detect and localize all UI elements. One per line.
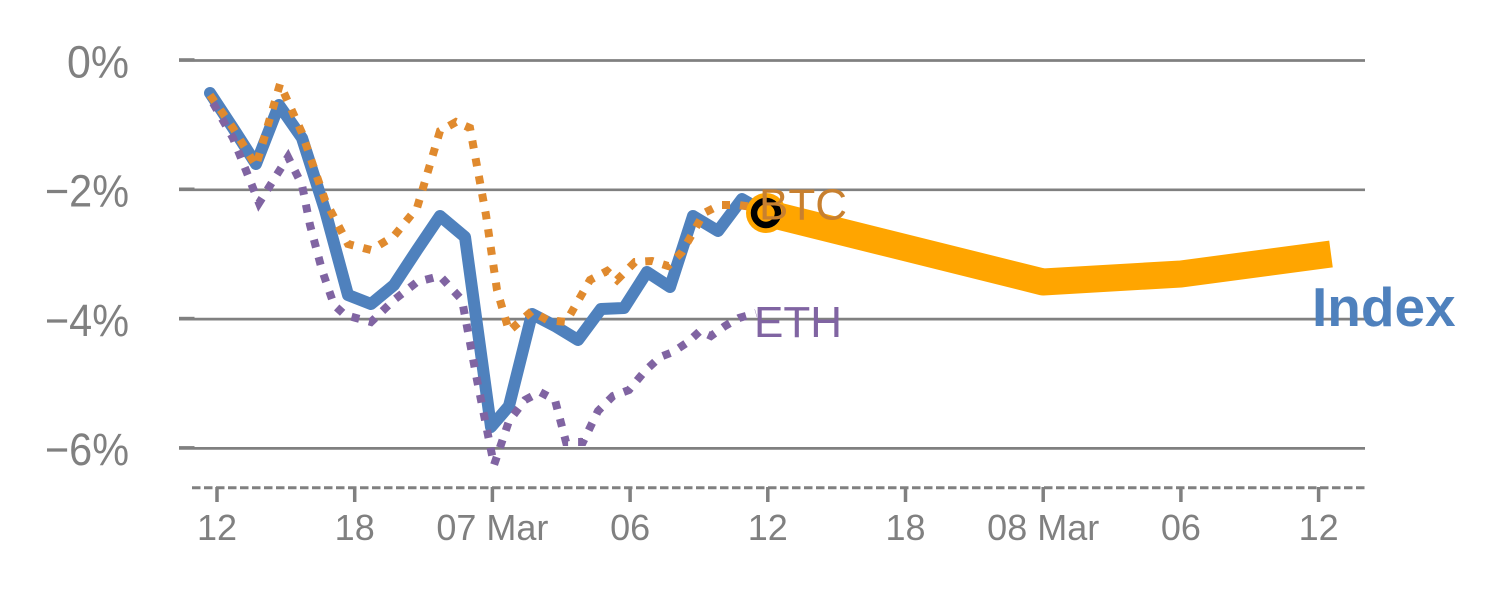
svg-text:06: 06 — [1161, 507, 1201, 548]
svg-text:18: 18 — [335, 507, 375, 548]
svg-text:12: 12 — [748, 507, 788, 548]
svg-text:−6%: −6% — [45, 424, 129, 475]
svg-text:08 Mar: 08 Mar — [987, 507, 1099, 548]
svg-text:−2%: −2% — [45, 166, 129, 217]
svg-text:06: 06 — [610, 507, 650, 548]
svg-text:Index: Index — [1312, 276, 1456, 338]
svg-text:12: 12 — [1299, 507, 1339, 548]
svg-text:07 Mar: 07 Mar — [436, 507, 548, 548]
svg-text:0%: 0% — [67, 36, 129, 87]
svg-text:ETH: ETH — [754, 298, 842, 347]
svg-text:18: 18 — [885, 507, 925, 548]
svg-text:BTC: BTC — [759, 181, 847, 230]
svg-text:12: 12 — [197, 507, 237, 548]
svg-text:−4%: −4% — [45, 295, 129, 346]
